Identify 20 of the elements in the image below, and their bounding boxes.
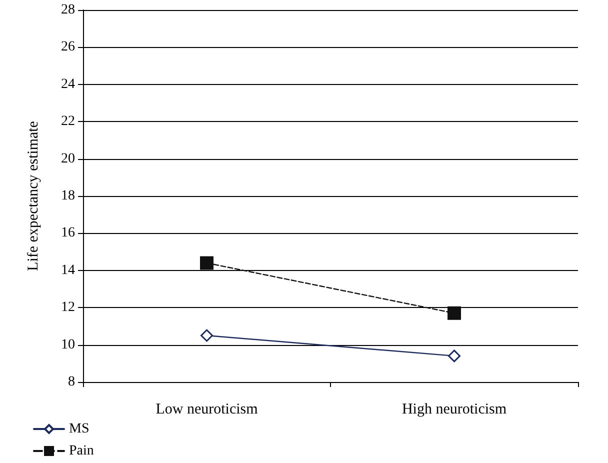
y-tick-label: 12 xyxy=(61,300,75,316)
y-tick-label: 28 xyxy=(61,2,75,18)
y-tick-label: 14 xyxy=(61,262,75,278)
x-tick-label: Low neuroticism xyxy=(156,402,258,418)
point xyxy=(448,350,460,362)
y-tick-label: 8 xyxy=(68,374,75,390)
legend-label: Pain xyxy=(69,444,94,458)
y-tick-label: 10 xyxy=(61,337,75,352)
y-tick-label: 26 xyxy=(61,40,75,55)
point xyxy=(200,329,213,342)
x-tick-label: High neuroticism xyxy=(402,402,507,418)
y-tick-label: 22 xyxy=(61,114,75,130)
y-tick-label: 18 xyxy=(61,188,75,204)
y-axis-title: Life expectancy estimate xyxy=(26,120,42,271)
y-tick-label: 16 xyxy=(61,226,75,241)
y-tick-label: 20 xyxy=(61,151,75,166)
point xyxy=(448,306,461,320)
y-tick-label: 24 xyxy=(61,76,75,92)
legend-label: MS xyxy=(69,422,90,436)
point xyxy=(200,256,214,270)
